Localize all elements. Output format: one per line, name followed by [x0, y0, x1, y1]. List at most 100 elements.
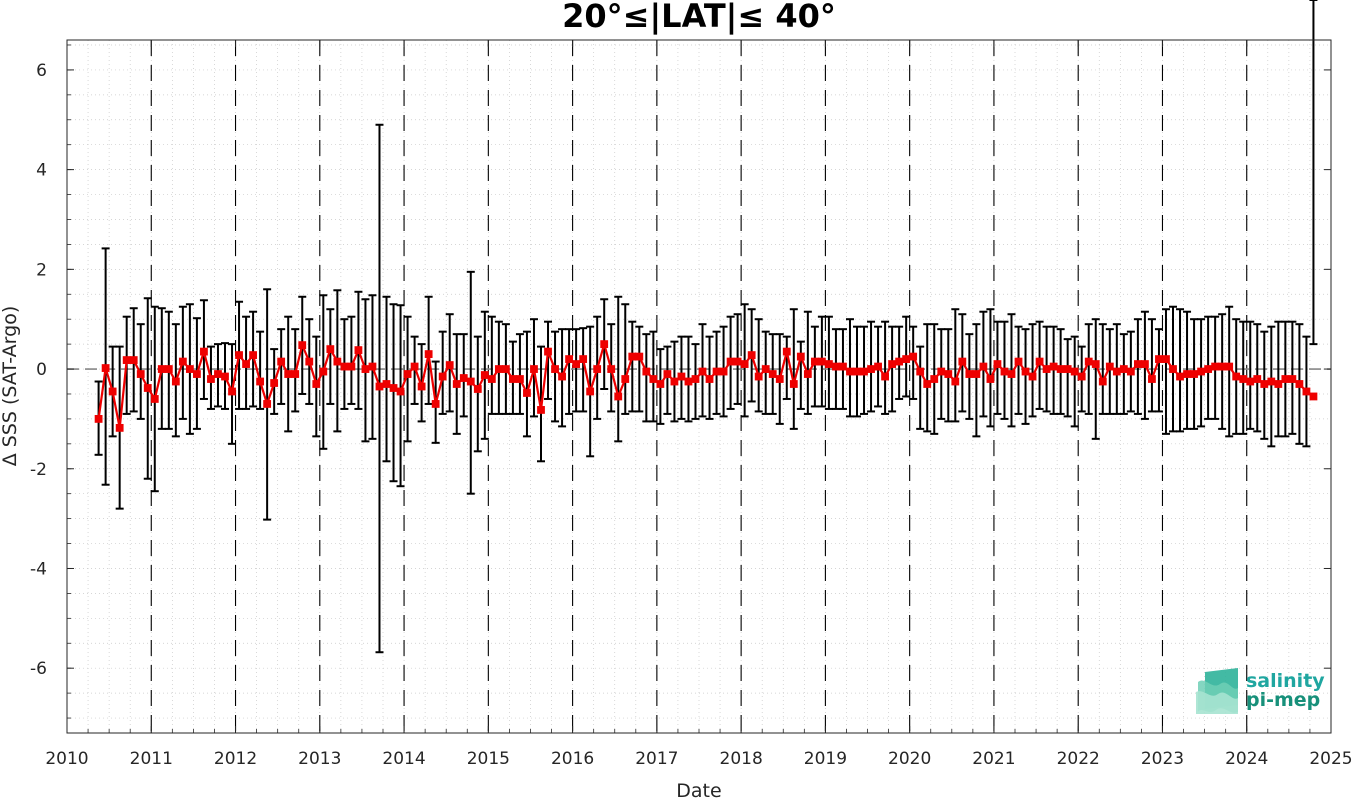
data-point-marker: [340, 362, 349, 371]
data-point-marker: [621, 375, 630, 383]
y-tick-labels: -6 -4 -2 0 2 4 6: [30, 61, 47, 679]
data-point-marker: [698, 367, 707, 376]
data-point-marker: [171, 377, 180, 386]
data-point-marker: [768, 370, 777, 378]
data-point-marker: [839, 362, 847, 371]
data-point-marker: [853, 367, 861, 376]
data-point-marker: [1197, 367, 1205, 376]
data-point-marker: [705, 375, 714, 383]
data-point-marker: [1133, 360, 1142, 368]
data-point-marker: [122, 356, 131, 364]
data-point-marker: [200, 347, 208, 356]
data-point-marker: [684, 377, 693, 386]
data-point-marker: [298, 341, 307, 350]
x-tick-label: 2022: [1057, 749, 1100, 769]
data-point-marker: [431, 400, 440, 408]
data-point-marker: [417, 382, 426, 391]
data-point-marker: [551, 365, 559, 373]
data-point-marker: [902, 355, 911, 363]
data-point-marker: [305, 357, 314, 366]
data-point-marker: [516, 375, 524, 383]
chart-title: 20°≤|LAT|≤ 40°: [562, 0, 836, 36]
x-tick-label: 2013: [298, 749, 341, 769]
data-point-marker: [249, 351, 257, 359]
data-point-marker: [579, 355, 588, 363]
data-point-marker: [368, 362, 377, 371]
data-point-marker: [178, 357, 187, 366]
data-point-marker: [193, 370, 201, 378]
x-tick-label: 2014: [382, 749, 425, 769]
data-point-marker: [445, 361, 454, 369]
data-point-marker: [1021, 367, 1030, 376]
data-point-marker: [1253, 375, 1262, 383]
data-point-marker: [221, 372, 229, 381]
data-point-marker: [874, 362, 882, 371]
x-tick-label: 2017: [635, 749, 678, 769]
data-point-marker: [1098, 377, 1107, 386]
data-point-marker: [1302, 387, 1311, 396]
data-point-marker: [1204, 365, 1213, 373]
data-point-marker: [572, 360, 581, 368]
data-point-marker: [1155, 355, 1163, 363]
data-point-marker: [1148, 375, 1156, 383]
data-point-marker: [270, 379, 279, 387]
y-tick-label: 6: [36, 61, 47, 81]
axis-ticks: [66, 40, 1332, 733]
data-point-marker: [1141, 360, 1149, 368]
data-point-marker: [185, 365, 194, 373]
data-point-marker: [670, 377, 679, 386]
data-point-marker: [263, 400, 272, 408]
data-point-marker: [1162, 355, 1170, 363]
data-point-marker: [1267, 377, 1276, 386]
data-point-marker: [487, 375, 496, 383]
year-marker-lines: [150, 40, 1248, 733]
data-point-marker: [284, 370, 293, 378]
x-tick-label: 2011: [130, 749, 173, 769]
x-tick-label: 2012: [214, 749, 257, 769]
data-point-marker: [375, 382, 384, 391]
data-point-marker: [256, 377, 265, 386]
data-point-marker: [860, 367, 868, 376]
data-point-marker: [1091, 360, 1100, 368]
data-point-marker: [136, 370, 145, 378]
data-point-marker: [396, 387, 405, 396]
data-point-marker: [1112, 367, 1121, 376]
data-point-marker: [944, 370, 953, 378]
data-point-marker: [1169, 365, 1177, 373]
data-point-marker: [509, 375, 517, 383]
x-tick-label: 2018: [720, 749, 763, 769]
data-point-marker: [291, 370, 300, 378]
logo-text-salinity: salinity: [1246, 670, 1325, 692]
x-tick-label: 2025: [1309, 749, 1352, 769]
data-point-marker: [937, 367, 946, 376]
data-point-marker: [361, 365, 370, 373]
data-point-marker: [979, 362, 988, 371]
y-axis-title: Δ SSS (SAT-Argo): [0, 306, 21, 466]
data-point-marker: [972, 370, 981, 378]
data-point-marker: [1035, 357, 1044, 366]
data-point-marker: [1105, 362, 1114, 371]
x-tick-label: 2019: [804, 749, 847, 769]
data-point-marker: [888, 360, 897, 368]
data-point-marker: [1119, 365, 1128, 373]
data-point-marker: [108, 387, 117, 396]
data-point-marker: [810, 357, 819, 366]
data-point-marker: [789, 380, 798, 388]
y-tick-label: 2: [36, 260, 47, 280]
data-point-marker: [593, 365, 602, 373]
data-point-marker: [1077, 372, 1086, 381]
data-point-marker: [796, 352, 805, 361]
data-point-marker: [832, 362, 840, 371]
data-point-marker: [803, 370, 812, 378]
data-point-marker: [846, 367, 854, 376]
data-point-marker: [607, 365, 616, 373]
data-point-marker: [775, 375, 784, 383]
data-point-marker: [382, 380, 391, 388]
data-point-marker: [916, 367, 925, 376]
data-point-marker: [403, 370, 412, 378]
data-point-marker: [600, 340, 609, 349]
data-point-marker: [1274, 380, 1283, 388]
data-point-marker: [438, 372, 447, 381]
data-point-marker: [242, 360, 250, 368]
data-point-marker: [1225, 362, 1234, 371]
